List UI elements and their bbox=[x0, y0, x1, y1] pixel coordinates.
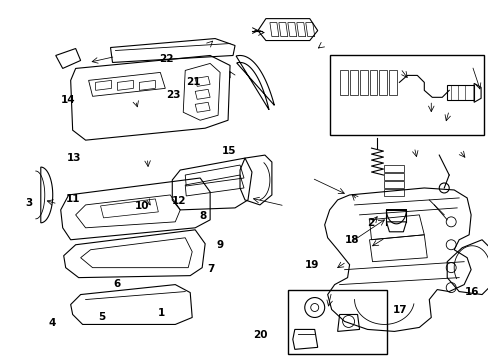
Text: 2: 2 bbox=[367, 218, 374, 228]
Text: 4: 4 bbox=[48, 319, 56, 328]
Text: 18: 18 bbox=[344, 235, 358, 245]
Text: 3: 3 bbox=[25, 198, 33, 208]
Text: 20: 20 bbox=[252, 330, 267, 340]
Text: 10: 10 bbox=[135, 201, 149, 211]
Text: 9: 9 bbox=[216, 240, 223, 250]
Bar bbox=[329, 55, 483, 135]
Text: 6: 6 bbox=[113, 279, 120, 289]
Text: 22: 22 bbox=[159, 54, 173, 64]
Text: 1: 1 bbox=[158, 308, 165, 318]
Text: 21: 21 bbox=[186, 77, 200, 87]
Text: 5: 5 bbox=[99, 312, 106, 322]
Text: 8: 8 bbox=[199, 211, 206, 221]
Bar bbox=[287, 289, 386, 354]
Text: 23: 23 bbox=[166, 90, 181, 100]
Text: 15: 15 bbox=[221, 145, 236, 156]
Text: 14: 14 bbox=[61, 95, 75, 105]
Text: 12: 12 bbox=[171, 196, 185, 206]
Text: 19: 19 bbox=[304, 260, 318, 270]
Text: 13: 13 bbox=[67, 153, 81, 163]
Text: 7: 7 bbox=[207, 264, 215, 274]
Text: 17: 17 bbox=[392, 305, 407, 315]
Text: 16: 16 bbox=[464, 287, 479, 297]
Text: 11: 11 bbox=[66, 194, 80, 204]
